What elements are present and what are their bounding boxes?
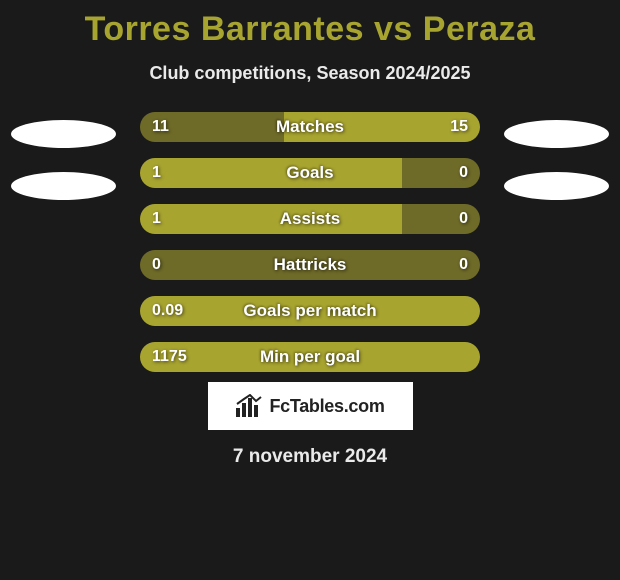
page-title: Torres Barrantes vs Peraza bbox=[0, 10, 620, 49]
stat-bar-right bbox=[402, 204, 480, 234]
stat-row: Matches 11 15 bbox=[140, 112, 480, 142]
stat-value-left: 1 bbox=[152, 210, 161, 228]
comparison-card: Torres Barrantes vs Peraza Club competit… bbox=[0, 0, 620, 468]
left-avatar-placeholder-2 bbox=[11, 172, 116, 200]
stat-bar-left bbox=[140, 204, 402, 234]
stat-value-right: 0 bbox=[459, 210, 468, 228]
stat-label: Matches bbox=[276, 117, 344, 137]
right-avatar-placeholder-1 bbox=[504, 120, 609, 148]
stat-row: Assists 1 0 bbox=[140, 204, 480, 234]
stat-value-left: 1175 bbox=[152, 348, 187, 366]
stats-bars: Matches1115Goals10Assists10Hattricks00Go… bbox=[140, 112, 480, 372]
stat-value-left: 0.09 bbox=[152, 302, 183, 320]
stat-label: Goals per match bbox=[243, 301, 376, 321]
stat-bar-right bbox=[402, 158, 480, 188]
stat-value-left: 1 bbox=[152, 164, 161, 182]
stat-row: Hattricks 0 0 bbox=[140, 250, 480, 280]
title-text: Torres Barrantes vs Peraza bbox=[85, 10, 536, 48]
stat-bar-left bbox=[140, 158, 402, 188]
stat-row: Goals 1 0 bbox=[140, 158, 480, 188]
stat-row: Goals per match 0.09 bbox=[140, 296, 480, 326]
logo-box: FcTables.com bbox=[208, 382, 413, 430]
stat-label: Assists bbox=[280, 209, 340, 229]
date-label: 7 november 2024 bbox=[0, 446, 620, 468]
fctables-icon bbox=[235, 394, 263, 418]
stat-value-left: 11 bbox=[152, 118, 169, 136]
right-side bbox=[504, 112, 609, 200]
content-row: Matches1115Goals10Assists10Hattricks00Go… bbox=[0, 112, 620, 372]
stat-label: Hattricks bbox=[274, 255, 347, 275]
right-avatar-placeholder-2 bbox=[504, 172, 609, 200]
stat-label: Goals bbox=[286, 163, 333, 183]
left-side bbox=[11, 112, 116, 200]
logo-text: FcTables.com bbox=[269, 396, 384, 417]
stat-row: Min per goal 1175 bbox=[140, 342, 480, 372]
stat-value-right: 0 bbox=[459, 164, 468, 182]
stat-value-left: 0 bbox=[152, 256, 161, 274]
subtitle: Club competitions, Season 2024/2025 bbox=[0, 63, 620, 84]
left-avatar-placeholder-1 bbox=[11, 120, 116, 148]
stat-label: Min per goal bbox=[260, 347, 360, 367]
stat-value-right: 0 bbox=[459, 256, 468, 274]
stat-value-right: 15 bbox=[450, 118, 468, 136]
